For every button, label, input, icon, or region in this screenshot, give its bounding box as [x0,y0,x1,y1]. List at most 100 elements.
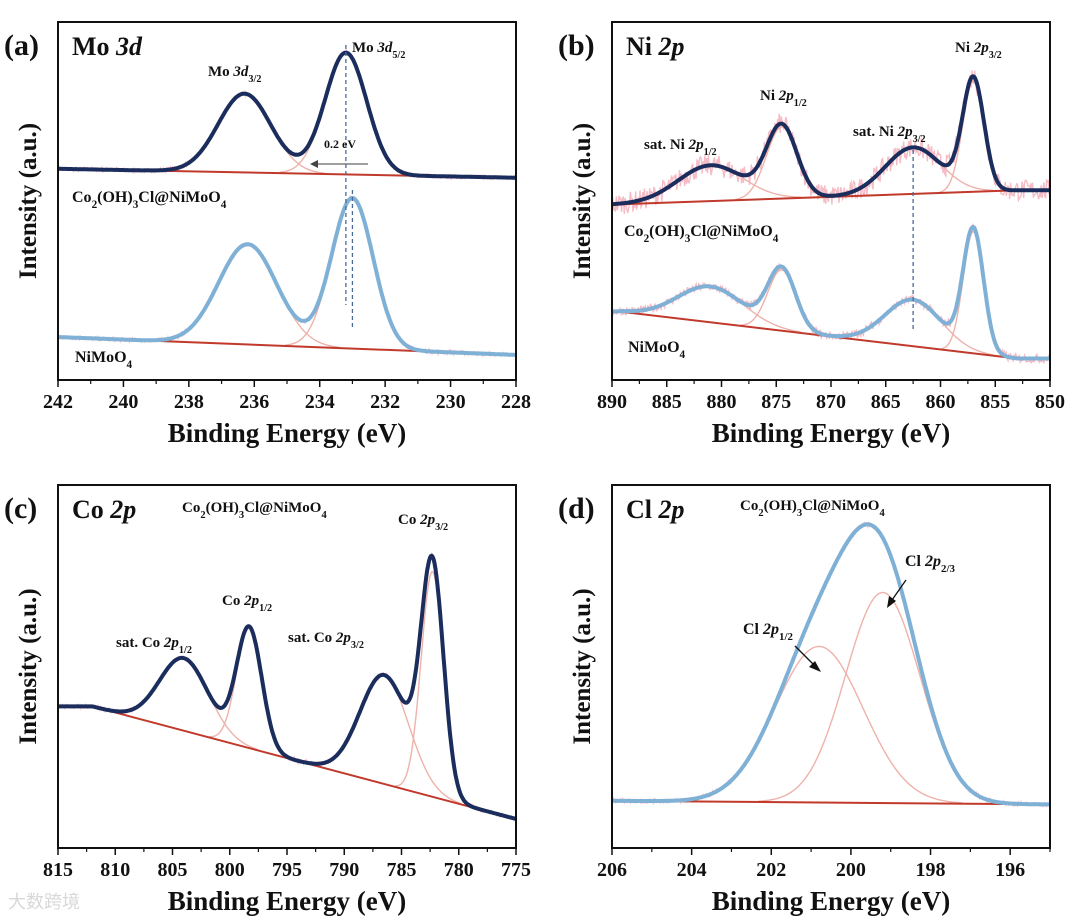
sample-label-composite: Co2(OH)3Cl@NiMoO4 [72,189,227,211]
envelope-fit-line [56,196,518,357]
x-tick-label: 230 [436,391,466,413]
text-part: Cl [905,553,925,570]
envelope-fit-line [56,50,518,180]
text-part: Co [72,189,92,206]
text-part: 1/2 [179,645,192,656]
text-part: 3 [797,508,802,519]
y-axis-label: Intensity (a.u.) [15,588,42,744]
peak-label-sat-ni-2p1-2: sat. Ni 2p1/2 [644,137,717,158]
panel-b: 890 885 880 875 870 865 860 855 850 Binding Energ… [558,21,1065,448]
x-tick-label: 232 [370,391,400,413]
x-tick-label: 815 [43,859,73,881]
x-tick-label: 200 [836,859,866,881]
x-tick-label: 810 [100,859,130,881]
x-axis-label: Binding Energy (eV) [712,886,951,916]
watermark: 大数跨境 [8,892,80,913]
x-tick-label: 890 [597,391,627,413]
text-part: 4 [127,359,133,371]
text-part: 2 [200,510,205,521]
x-tick-label: 228 [501,391,531,413]
text-part: 4 [680,349,686,361]
component-peak-233.2 [279,51,413,176]
x-axis-label: Binding Energy (eV) [712,418,951,448]
text-part: 3d [232,64,249,80]
text-part: 3/2 [913,134,926,145]
panel-title: Co 2p [72,495,136,524]
text-part: (OH) [764,498,797,514]
component-peak-798.3 [209,627,290,759]
x-tick-label: 202 [756,859,786,881]
panel-letter: (a) [4,29,39,62]
x-tick-label: 785 [387,859,417,881]
text-part: 2p [973,40,990,56]
background-line [611,189,1018,206]
x-tick-label: 198 [916,859,946,881]
sample-label-composite: Co2(OH)3Cl@NiMoO4 [182,500,327,521]
text-part: 2 [758,508,763,519]
peak-label-mo-3d5-2: Mo 3d5/2 [352,40,405,61]
series-top [610,70,1052,214]
text-part: 3 [239,510,244,521]
x-tick-label: 795 [272,859,302,881]
x-tick-label: 865 [871,391,901,413]
x-tick-label: 855 [980,391,1010,413]
text-part: Mo [208,64,233,80]
text-part: 2p [762,621,779,638]
component-peak-782.3 [395,571,471,807]
text-part: Cl [626,495,659,524]
peak-label-cl-2p1-2: Cl 2p1/2 [743,621,793,643]
x-tick-label: 204 [677,859,707,881]
text-part: Cl@NiMoO [138,189,220,206]
text-part: 2p [163,635,180,651]
shift-label: 0.2 eV [324,137,356,151]
raw-data-line [57,194,517,358]
text-part: sat. Ni [644,137,689,153]
text-part: 2 [644,233,650,245]
series-bottom [610,223,1052,365]
text-part: Ni [955,40,974,56]
x-tick-label: 870 [816,391,846,413]
arrow-head-icon [310,160,318,168]
text-part: 2p [778,88,795,104]
text-part: 4 [221,199,227,211]
text-part: Mo [72,32,116,61]
text-part: Cl@NiMoO [802,498,879,514]
panel-title: Cl 2p [626,495,685,524]
peak-label-cl-2p2-3: Cl 2p2/3 [905,553,955,575]
text-part: 3/2 [989,50,1002,61]
sample-label-nimoo4: NiMoO4 [75,349,133,371]
x-tick-label: 240 [108,391,138,413]
y-axis-label: Intensity (a.u.) [569,123,596,279]
text-part: 1/2 [704,147,717,158]
text-part: 2/3 [941,563,955,575]
peak-label-sat-ni-2p3-2: sat. Ni 2p3/2 [853,124,926,145]
panel-letter: (c) [4,492,37,525]
panel-title: Mo 3d [72,32,143,61]
text-part: Cl@NiMoO [244,500,321,516]
panel-title: Ni 2p [626,32,685,61]
plot-frame [611,484,1051,849]
series-top [56,552,518,821]
x-tick-label: 242 [43,391,73,413]
x-tick-label: 860 [926,391,956,413]
text-part: Co [222,593,244,609]
peak-label-sat-co-2p1-2: sat. Co 2p1/2 [116,635,192,656]
text-part: 2 [92,199,98,211]
text-part: 2p [243,593,260,609]
x-tick-label: 775 [501,859,531,881]
text-part: (OH) [206,500,239,516]
x-tick-label: 880 [707,391,737,413]
text-part: 2p [924,553,941,570]
x-tick-label: 206 [597,859,627,881]
text-part: 3/2 [435,522,448,533]
text-part: Cl [743,621,763,638]
peak-label-ni-2p3-2: Ni 2p3/2 [955,40,1002,61]
x-tick-label: 196 [995,859,1025,881]
peak-label-sat-co-2p3-2: sat. Co 2p3/2 [288,630,364,651]
series-top [610,521,1052,808]
y-axis-label: Intensity (a.u.) [15,123,42,279]
text-part: (OH) [97,189,133,206]
peak-label-co-2p1-2: Co 2p1/2 [222,593,272,614]
